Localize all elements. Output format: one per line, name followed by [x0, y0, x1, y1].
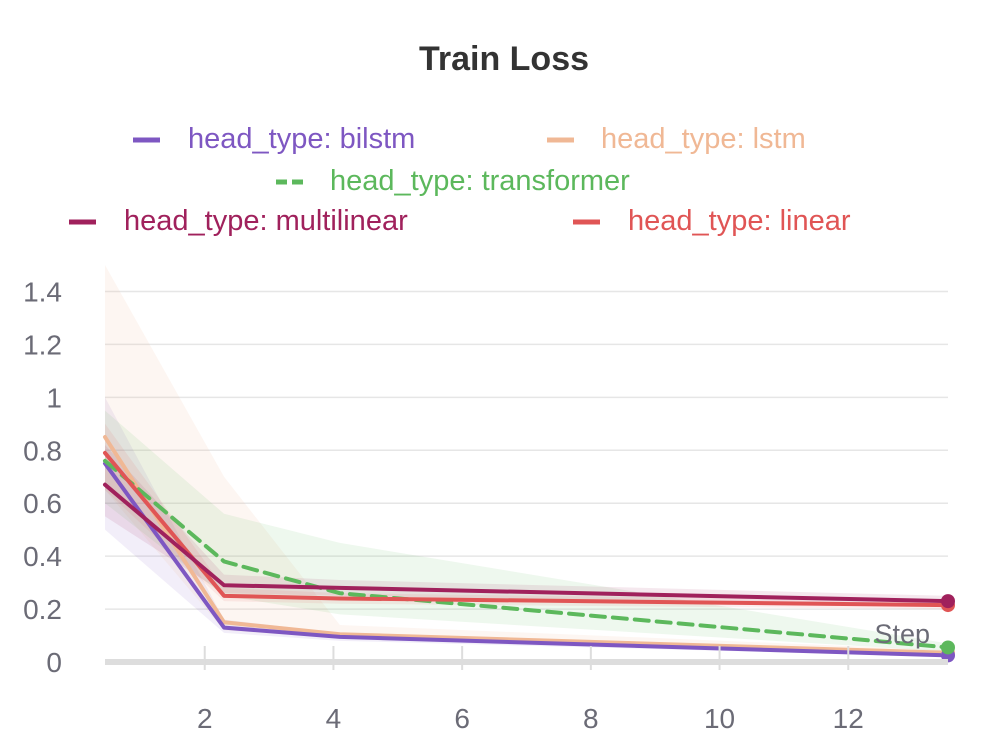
- series-line-multilinear[interactable]: [103, 482, 950, 604]
- end-point-transformer[interactable]: [941, 640, 955, 655]
- legend-item-multilinear[interactable]: head_type: multilinear: [69, 205, 408, 237]
- legend-label-lstm: head_type: lstm: [601, 123, 806, 155]
- x-tick-label: 2: [197, 703, 213, 734]
- x-tick-label: 10: [704, 703, 735, 734]
- x-tick-label: 6: [454, 703, 470, 734]
- axes: 0 0.2 0.4 0.6 0.8 1 1.2 1.4 2 4 6 8 10 12: [23, 276, 948, 734]
- end-point-multilinear[interactable]: [941, 594, 955, 609]
- legend-item-transformer[interactable]: head_type: transformer: [276, 165, 630, 197]
- chart-title: Train Loss: [419, 40, 589, 78]
- legend-label-transformer: head_type: transformer: [330, 165, 630, 197]
- legend-item-bilstm[interactable]: head_type: bilstm: [133, 123, 415, 155]
- y-tick-label: 0.8: [23, 435, 62, 466]
- y-tick-label: 0: [46, 647, 62, 678]
- legend[interactable]: head_type: bilstm head_type: lstm head_t…: [69, 123, 851, 237]
- series-line-lstm[interactable]: [103, 435, 950, 655]
- band-transformer: [105, 410, 948, 652]
- series-lines: [103, 435, 950, 658]
- legend-label-bilstm: head_type: bilstm: [188, 123, 415, 155]
- x-tick-label: 8: [583, 703, 599, 734]
- y-tick-label: 0.6: [23, 488, 62, 519]
- legend-label-linear: head_type: linear: [628, 205, 851, 237]
- y-tick-label: 1: [46, 382, 62, 413]
- legend-item-lstm[interactable]: head_type: lstm: [547, 123, 806, 155]
- y-tick-label: 0.2: [23, 594, 62, 625]
- series-line-transformer[interactable]: [103, 458, 950, 650]
- y-tick-label: 1.4: [23, 276, 62, 307]
- series-line-linear[interactable]: [103, 450, 950, 608]
- y-tick-label: 0.4: [23, 541, 62, 572]
- legend-item-linear[interactable]: head_type: linear: [573, 205, 851, 237]
- series-line-bilstm[interactable]: [103, 461, 950, 658]
- series-end-points: [941, 594, 955, 663]
- legend-label-multilinear: head_type: multilinear: [124, 205, 408, 237]
- x-tick-label: 12: [833, 703, 864, 734]
- x-axis-label: Step: [874, 619, 930, 649]
- x-tick-label: 4: [326, 703, 342, 734]
- y-tick-label: 1.2: [23, 329, 62, 360]
- confidence-bands: [105, 265, 948, 657]
